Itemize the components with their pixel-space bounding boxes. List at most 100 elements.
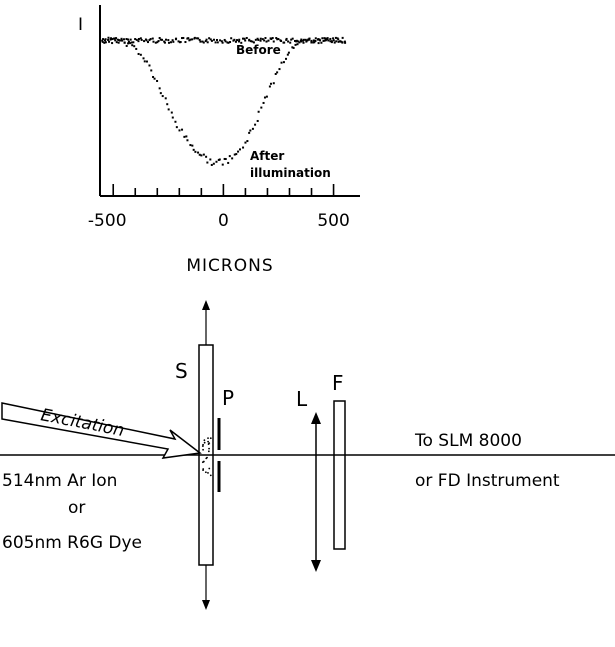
spot-dot: [203, 439, 206, 442]
data-point: [287, 51, 290, 54]
data-point: [127, 38, 130, 41]
data-point: [231, 157, 234, 160]
data-point: [181, 128, 184, 131]
data-point: [326, 37, 329, 40]
data-point: [116, 38, 119, 41]
data-point: [163, 41, 166, 44]
data-point: [332, 39, 335, 42]
data-point: [177, 40, 180, 43]
data-point: [248, 131, 251, 134]
data-point: [244, 39, 247, 42]
data-point: [115, 41, 118, 44]
data-point: [205, 155, 208, 158]
data-point: [307, 38, 310, 41]
data-point: [224, 158, 227, 161]
spot-dot: [208, 447, 210, 450]
data-point: [226, 41, 229, 44]
data-point: [223, 157, 226, 160]
data-point: [329, 40, 332, 43]
data-point: [159, 92, 162, 95]
data-point: [175, 37, 178, 40]
data-point: [259, 39, 262, 42]
data-point: [290, 38, 293, 41]
annotation-after: After: [250, 149, 284, 163]
data-point: [188, 39, 191, 42]
data-point: [172, 40, 175, 43]
data-point: [227, 161, 230, 164]
data-point: [327, 39, 330, 42]
spot-dot: [207, 472, 209, 474]
spot-dot: [203, 441, 206, 444]
spot-dot: [207, 443, 210, 445]
data-point: [139, 37, 142, 40]
data-point: [276, 38, 279, 41]
spot-dot: [208, 467, 211, 470]
data-point: [229, 41, 232, 44]
data-point: [122, 38, 125, 41]
data-point: [156, 79, 159, 82]
data-point: [257, 38, 260, 41]
data-point: [135, 38, 138, 41]
filter: [333, 400, 346, 550]
data-point: [163, 40, 166, 43]
data-point: [278, 68, 281, 71]
data-point: [249, 129, 252, 132]
data-point: [117, 39, 120, 42]
annotation-before: Before: [236, 43, 281, 57]
data-point: [329, 37, 332, 40]
data-point: [274, 72, 277, 75]
data-point: [109, 38, 112, 41]
data-point: [245, 36, 248, 39]
label-destination-2: or FD Instrument: [415, 471, 560, 491]
data-point: [193, 36, 196, 39]
lens-arrowhead-bottom: [311, 560, 321, 572]
data-point: [214, 41, 217, 44]
x-tick-label: 0: [218, 211, 229, 231]
data-point: [104, 38, 107, 41]
data-point: [204, 40, 207, 43]
data-point: [285, 38, 288, 41]
data-point: [198, 153, 201, 156]
data-point: [104, 41, 107, 44]
data-point: [167, 41, 170, 44]
data-point: [212, 38, 215, 41]
data-point: [320, 41, 323, 44]
data-point: [294, 43, 297, 46]
data-point: [152, 40, 155, 43]
data-point: [295, 39, 298, 42]
illuminated-spot: [201, 437, 212, 477]
data-point: [197, 151, 200, 154]
data-point: [267, 39, 270, 42]
data-point: [209, 38, 212, 41]
data-point: [310, 41, 313, 44]
data-point: [300, 38, 303, 41]
before-series: [101, 36, 347, 44]
data-point: [215, 160, 218, 163]
data-point: [310, 39, 313, 42]
data-point: [205, 38, 208, 41]
data-point: [175, 126, 178, 129]
data-point: [314, 39, 317, 42]
data-point: [165, 38, 168, 41]
data-point: [277, 38, 280, 41]
data-point: [289, 41, 292, 44]
x-tick-label: -500: [88, 211, 127, 231]
data-point: [318, 39, 321, 42]
data-point: [166, 103, 169, 106]
data-point: [297, 40, 300, 43]
data-point: [202, 41, 205, 44]
data-point: [148, 64, 151, 67]
data-point: [143, 60, 146, 63]
data-point: [137, 52, 140, 55]
data-point: [189, 144, 192, 147]
data-point: [285, 57, 288, 60]
data-point: [296, 43, 299, 46]
data-point: [276, 71, 279, 74]
data-point: [323, 39, 326, 42]
data-point: [285, 37, 288, 40]
data-point: [149, 38, 152, 41]
data-point: [221, 41, 224, 44]
data-point: [150, 69, 153, 72]
data-point: [153, 77, 156, 80]
data-point: [302, 41, 305, 44]
